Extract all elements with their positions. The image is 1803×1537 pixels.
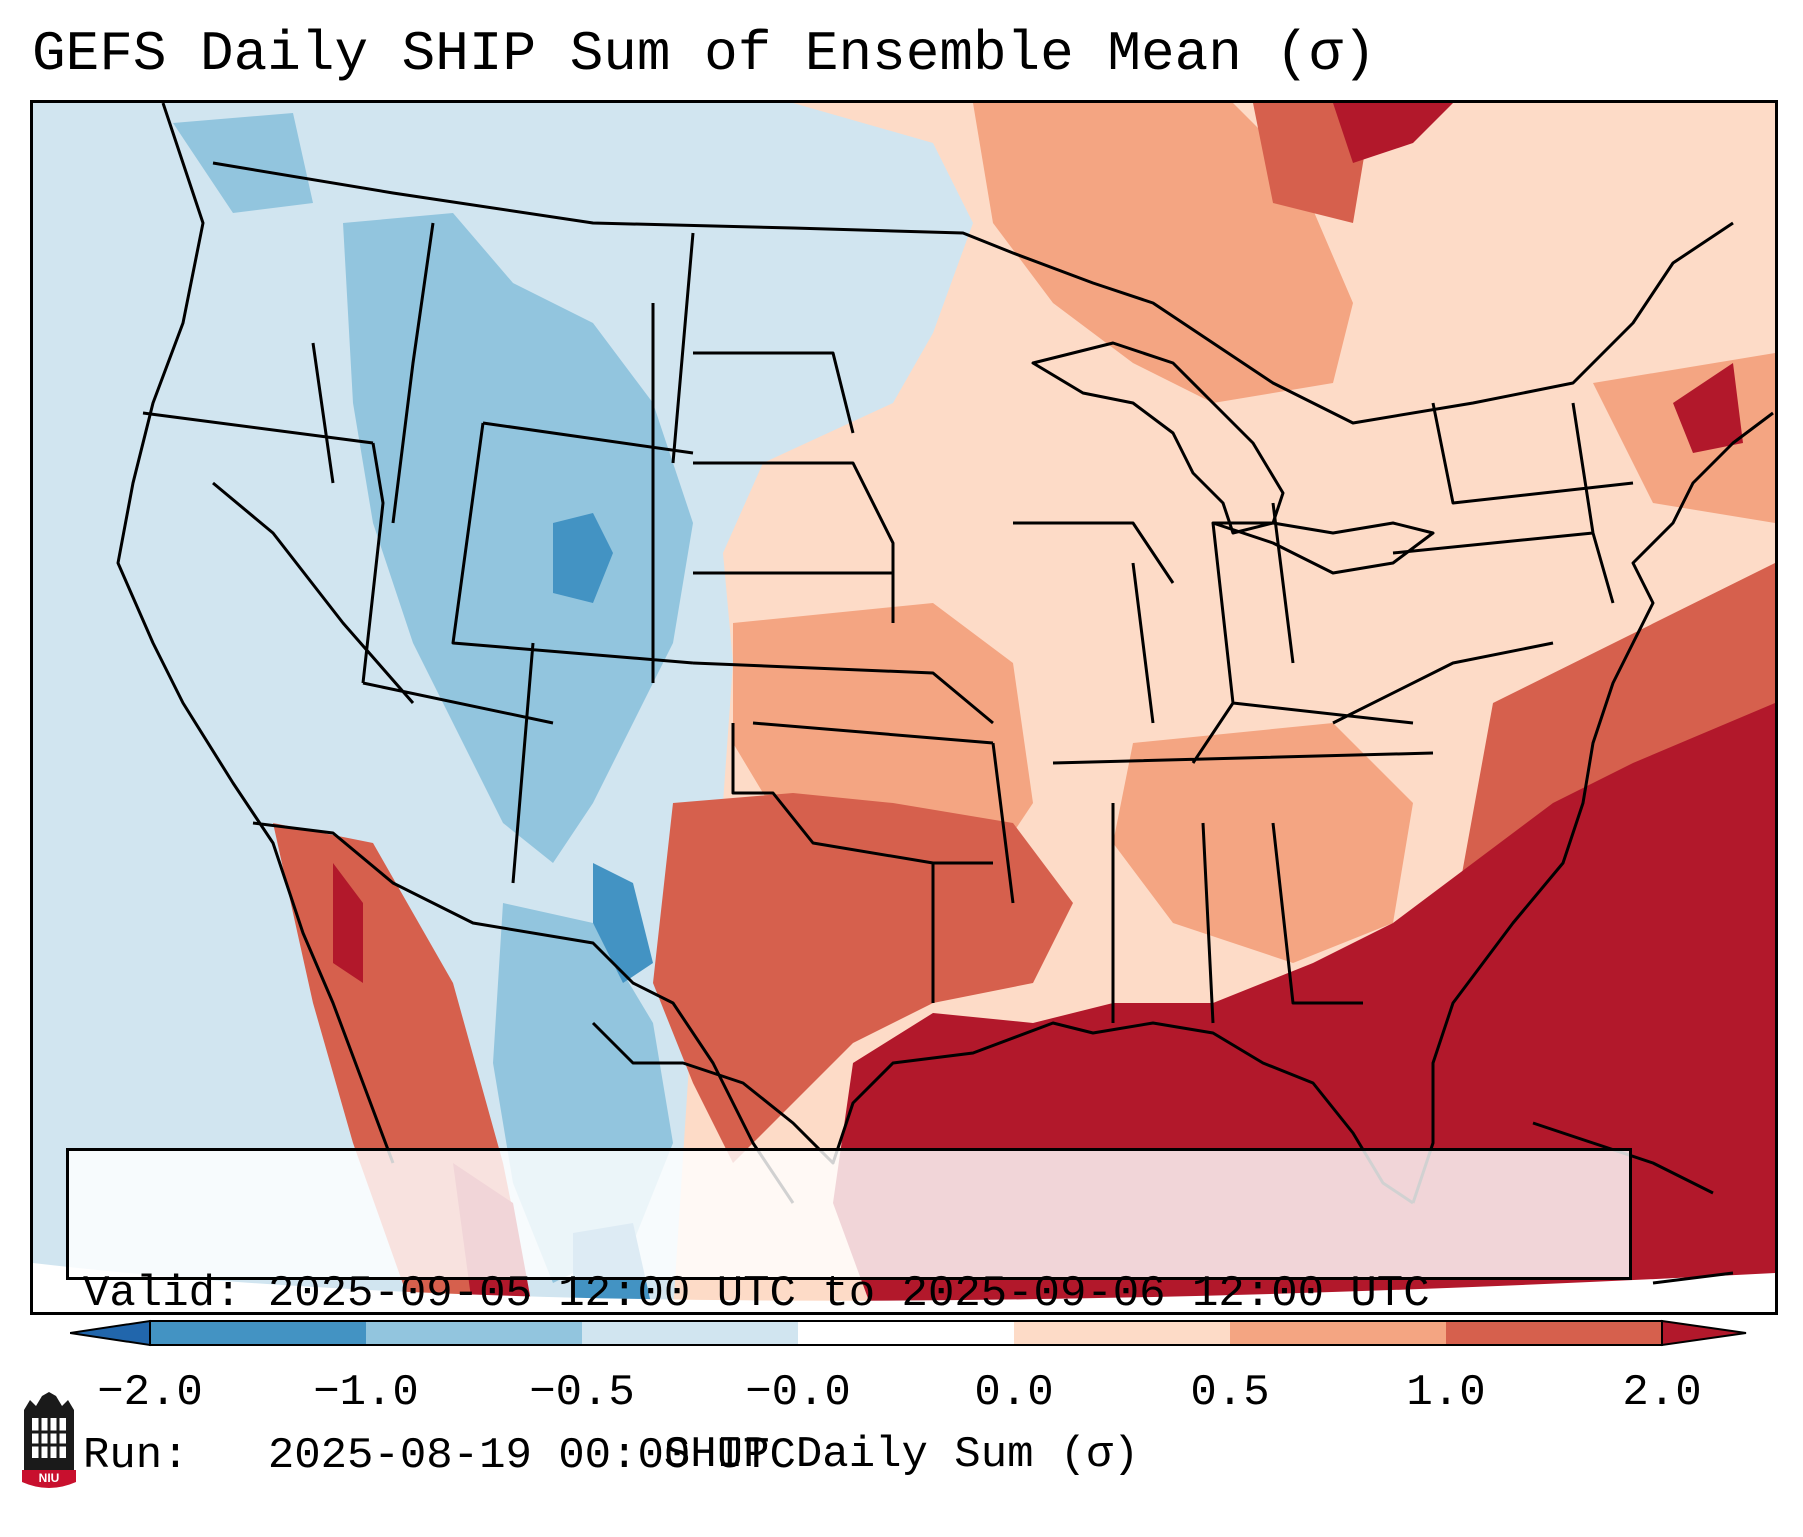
colorbar-tick-label: −2.0 [97, 1368, 203, 1418]
colorbar-tick-label: 1.0 [1406, 1368, 1486, 1418]
logo-text: NIU [39, 1471, 60, 1485]
colorbar-tick-label: −0.0 [745, 1368, 851, 1418]
colorbar-tick-label: −0.5 [529, 1368, 635, 1418]
region-very-strong-positive [333, 103, 1775, 1312]
state-lines-east [1013, 402, 1634, 1024]
coastline-east [1411, 411, 1774, 1204]
colorbar-label: SHIP Daily Sum (σ) [663, 1430, 1140, 1480]
colorbar-tick-label: 0.5 [1190, 1368, 1270, 1418]
border-canada [212, 161, 1734, 425]
colorbar-extend-high [1661, 1319, 1747, 1347]
region-strong-negative [553, 513, 653, 1312]
colorbar [70, 1319, 1747, 1347]
run-time-text: Run: 2025-08-19 00:00 UTC [83, 1431, 796, 1481]
state-lines-central [692, 351, 1015, 1003]
colorbar-tick-label: 0.0 [974, 1368, 1054, 1418]
colorbar-bin-5 [1014, 1321, 1230, 1345]
colorbar-tick-label: −1.0 [313, 1368, 419, 1418]
colorbar-bin-6 [1230, 1321, 1446, 1345]
colorbar-bin-4 [798, 1321, 1014, 1345]
projection-edge [33, 1263, 1775, 1312]
colorbar-bin-1 [150, 1321, 366, 1345]
colorbar-extend-low [70, 1319, 151, 1347]
map-panel [30, 100, 1778, 1315]
chart-title: GEFS Daily SHIP Sum of Ensemble Mean (σ) [32, 22, 1377, 86]
coastline-west [116, 103, 395, 1164]
colorbar-bin-7 [1446, 1321, 1662, 1345]
niu-logo-icon: NIU [22, 1392, 76, 1488]
coastline-gulf [591, 1021, 1414, 1205]
colorbar-bin-3 [582, 1321, 798, 1345]
anomaly-map [33, 103, 1775, 1312]
state-lines-west [142, 222, 695, 884]
great-lakes [1031, 341, 1435, 575]
colorbar-outline [149, 1320, 1663, 1346]
valid-time-text: Valid: 2025-09-05 12:00 UTC to 2025-09-0… [83, 1269, 1430, 1319]
border-mexico [252, 821, 795, 1204]
colorbar-bin-2 [366, 1321, 582, 1345]
boundaries [116, 103, 1774, 1285]
colorbar-tick-label: 2.0 [1622, 1368, 1702, 1418]
region-moderate-negative [173, 113, 693, 1283]
valid-run-box: Valid: 2025-09-05 12:00 UTC to 2025-09-0… [66, 1148, 1632, 1481]
